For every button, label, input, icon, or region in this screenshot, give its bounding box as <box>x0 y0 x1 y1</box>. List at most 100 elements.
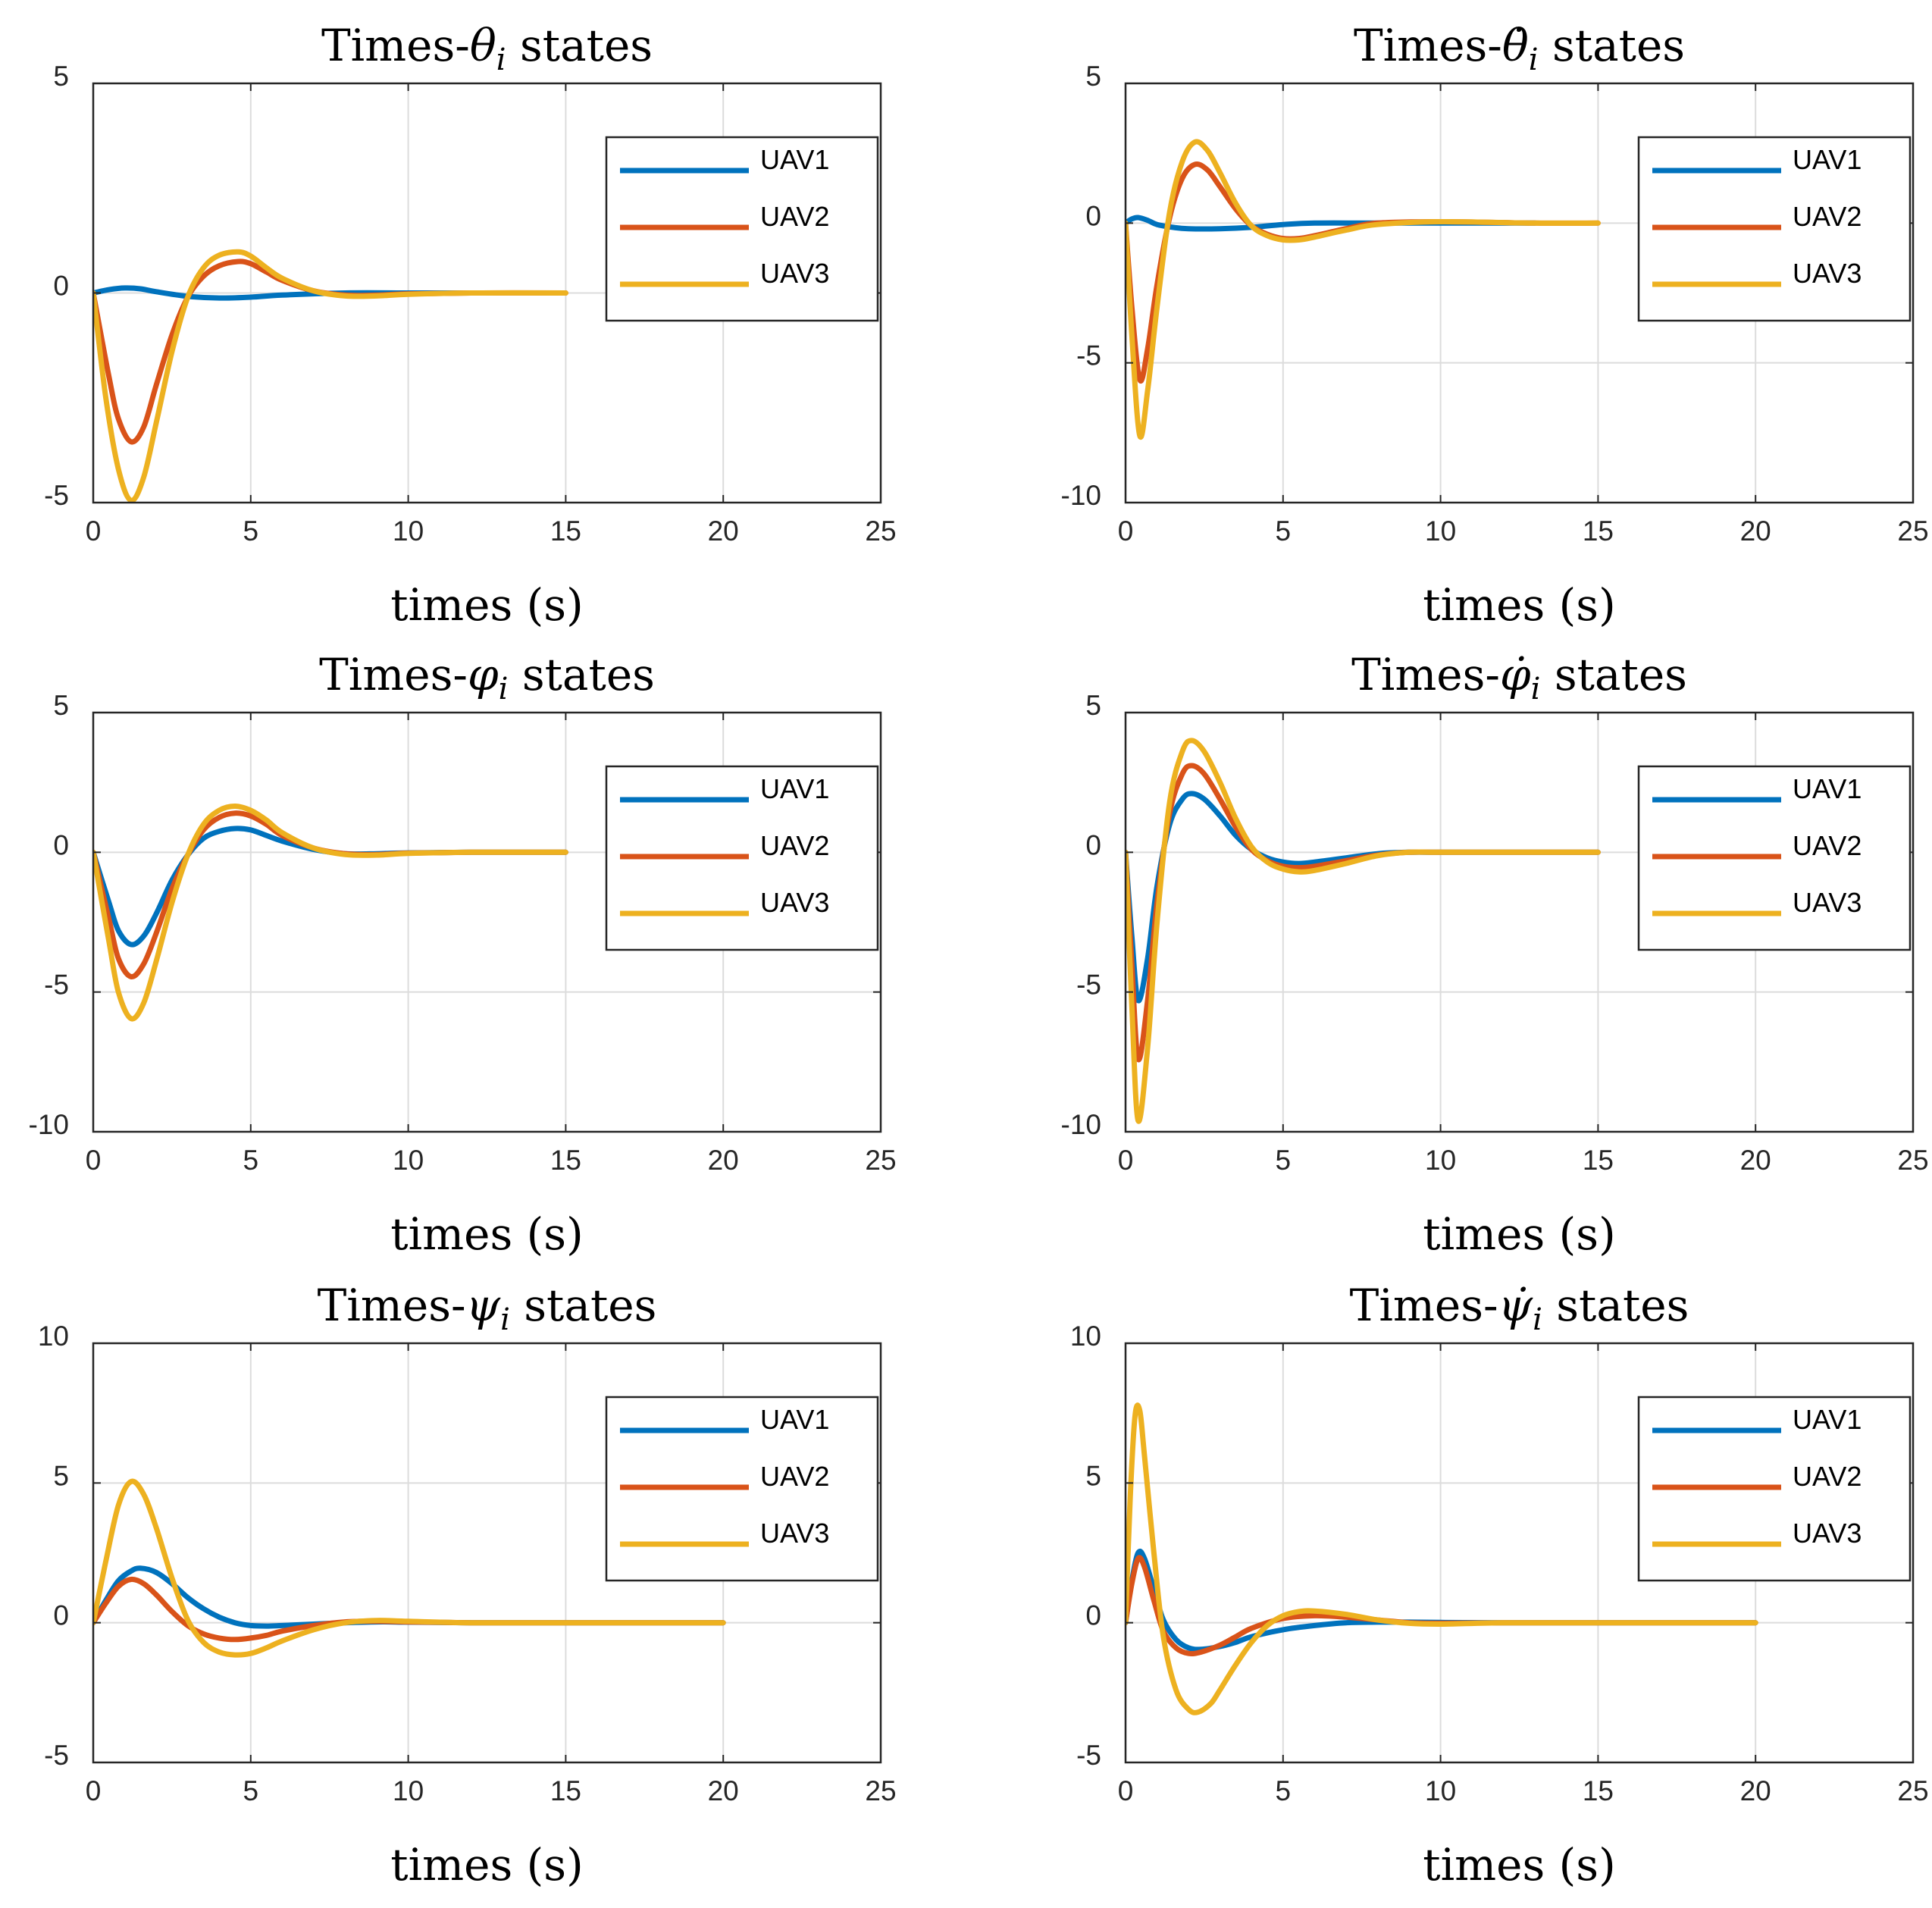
x-tick-label: 15 <box>550 1775 581 1806</box>
legend-label: UAV3 <box>1793 258 1862 289</box>
chart-title: Times-θ̇i states <box>1354 20 1685 77</box>
x-tick-label: 10 <box>1425 1145 1456 1176</box>
axes-box <box>92 1342 882 1764</box>
legend-label: UAV3 <box>760 887 829 918</box>
y-tick-label: 5 <box>53 61 69 92</box>
y-tick-label: 10 <box>1070 1321 1101 1352</box>
subplot-2: 0 5 10 15 20 25 -10 -5 0 5 Times-θ̇i states times (… <box>1061 20 1929 631</box>
x-tick-label: 15 <box>1583 1775 1614 1806</box>
title-prefix: Times- <box>1350 1280 1498 1331</box>
x-tick-label: 5 <box>243 1145 259 1176</box>
title-suffix: states <box>508 649 654 700</box>
legend-label: UAV1 <box>760 144 829 175</box>
x-tick-label: 25 <box>865 1145 896 1176</box>
x-axis-label: times (s) <box>390 579 583 631</box>
title-suffix: states <box>506 20 653 71</box>
x-axis-label: times (s) <box>390 1839 583 1891</box>
axes-box <box>92 711 882 1133</box>
legend-label: UAV3 <box>760 258 829 289</box>
title-symbol: ψ <box>466 1280 501 1331</box>
y-tick-label: 5 <box>1085 61 1101 92</box>
series-group <box>1126 139 1601 440</box>
y-tick-label: 5 <box>53 1460 69 1491</box>
chart-title: Times-ψi states <box>318 1280 657 1337</box>
title-prefix: Times- <box>321 20 470 71</box>
chart-title: Times-ψ̇i states <box>1350 1280 1689 1337</box>
x-tick-label: 20 <box>1740 1145 1771 1176</box>
x-tick-label: 5 <box>1276 515 1292 547</box>
y-tick-label: -5 <box>44 970 69 1001</box>
x-tick-label: 20 <box>1740 515 1771 547</box>
x-tick-label: 5 <box>243 1775 259 1806</box>
x-tick-label: 10 <box>393 1145 424 1176</box>
legend: UAV1 UAV2 UAV3 <box>605 765 879 951</box>
series-group <box>93 804 568 1022</box>
title-prefix: Times- <box>318 1280 466 1331</box>
subplot-6: 0 5 10 15 20 25 -5 0 5 10 Times-ψ̇i states times (s… <box>1070 1280 1929 1891</box>
series-group <box>93 1478 726 1658</box>
chart-title: Times-θi states <box>321 20 653 77</box>
legend-label: UAV3 <box>760 1518 829 1549</box>
y-tick-label: 5 <box>1085 690 1101 721</box>
legend-label: UAV3 <box>1793 1518 1862 1549</box>
x-tick-label: 0 <box>86 1145 102 1176</box>
series-group <box>1126 1402 1758 1715</box>
chart-title: Times-φ̇i states <box>1351 649 1687 706</box>
title-suffix: states <box>1540 649 1686 700</box>
x-tick-label: 20 <box>708 1775 739 1806</box>
title-suffix: states <box>510 1280 656 1331</box>
x-axis-label: times (s) <box>1423 1208 1615 1260</box>
subplot-4: 0 5 10 15 20 25 -10 -5 0 5 Times-φ̇i states times (… <box>1061 649 1929 1260</box>
legend: UAV1 UAV2 UAV3 <box>1637 136 1912 322</box>
x-tick-label: 25 <box>865 1775 896 1806</box>
legend-label: UAV2 <box>760 1461 829 1492</box>
legend-label: UAV1 <box>1793 144 1862 175</box>
y-tick-label: 0 <box>1085 1600 1101 1631</box>
series-line-uav3 <box>93 804 568 1022</box>
title-subscript: i <box>496 42 506 77</box>
x-axis-label: times (s) <box>1423 1839 1615 1891</box>
x-tick-label: 0 <box>1118 515 1134 547</box>
x-tick-label: 0 <box>1118 1775 1134 1806</box>
legend: UAV1 UAV2 UAV3 <box>605 136 879 322</box>
x-tick-label: 5 <box>1276 1775 1292 1806</box>
chart-title: Times-φi states <box>319 649 655 706</box>
y-tick-label: 10 <box>38 1321 69 1352</box>
y-tick-label: 0 <box>53 1600 69 1631</box>
x-tick-label: 20 <box>708 515 739 547</box>
series-line-uav3 <box>1126 738 1601 1124</box>
series-line-uav3 <box>93 1478 726 1658</box>
legend-label: UAV1 <box>1793 1404 1862 1435</box>
x-tick-label: 25 <box>865 515 896 547</box>
y-tick-label: -5 <box>44 480 69 511</box>
title-suffix: states <box>1539 20 1685 71</box>
legend-label: UAV2 <box>760 201 829 232</box>
x-tick-label: 25 <box>1897 515 1928 547</box>
x-tick-label: 5 <box>1276 1145 1292 1176</box>
x-tick-label: 25 <box>1897 1145 1928 1176</box>
y-tick-label: -10 <box>1061 480 1101 511</box>
series-group <box>93 249 568 503</box>
subplot-1: 0 5 10 15 20 25 -5 0 5 Times-θi states times (s) UA… <box>44 20 896 631</box>
y-tick-label: 0 <box>53 829 69 860</box>
title-prefix: Times- <box>1351 649 1500 700</box>
legend: UAV1 UAV2 UAV3 <box>1637 1396 1912 1582</box>
legend-label: UAV2 <box>1793 1461 1862 1492</box>
y-tick-label: -5 <box>1076 1740 1101 1771</box>
title-prefix: Times- <box>319 649 468 700</box>
y-tick-label: -10 <box>1061 1109 1101 1140</box>
title-suffix: states <box>1542 1280 1689 1331</box>
legend-label: UAV1 <box>760 773 829 804</box>
title-subscript: i <box>1531 672 1541 706</box>
y-tick-label: -5 <box>44 1740 69 1771</box>
series-line-uav3 <box>93 249 568 503</box>
x-tick-label: 10 <box>393 1775 424 1806</box>
y-tick-label: 5 <box>53 690 69 721</box>
title-subscript: i <box>1533 1302 1542 1337</box>
title-symbol: φ̇ <box>1500 649 1531 700</box>
title-symbol: ψ̇ <box>1498 1280 1533 1331</box>
title-subscript: i <box>499 672 509 706</box>
x-tick-label: 10 <box>1425 515 1456 547</box>
x-tick-label: 15 <box>550 515 581 547</box>
